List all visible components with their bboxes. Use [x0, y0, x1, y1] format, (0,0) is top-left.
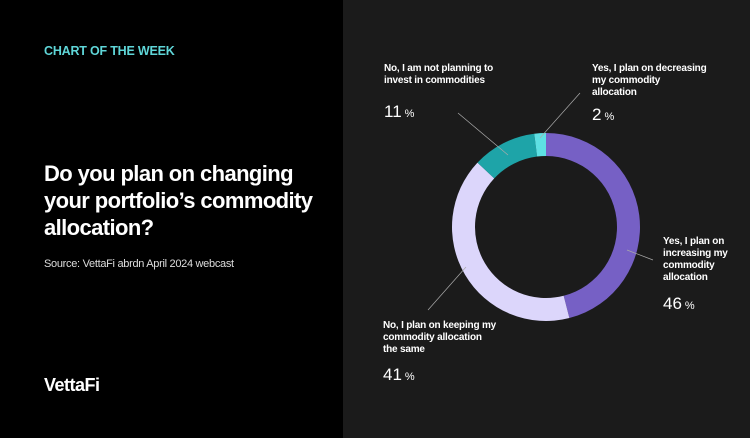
- kicker: CHART OF THE WEEK: [44, 44, 175, 58]
- unit: %: [404, 371, 415, 383]
- donut-slice-1: [452, 162, 570, 321]
- leader-line-2: [539, 92, 581, 139]
- slice-value-increasing: 46%: [663, 294, 695, 314]
- slice-value-decreasing: 2%: [592, 105, 614, 125]
- unit: %: [604, 111, 615, 123]
- page-title: Do you plan on changing your portfolio’s…: [44, 161, 313, 240]
- vettafi-logo: VettaFi: [44, 375, 100, 395]
- slice-label-same: No, I plan on keeping my commodity alloc…: [383, 320, 496, 355]
- leader-line-46: [626, 249, 654, 261]
- unit: %: [404, 108, 415, 120]
- value: 11: [384, 102, 402, 121]
- source-note: Source: VettaFi abrdn April 2024 webcast: [44, 258, 234, 270]
- value: 2: [592, 105, 602, 124]
- value: 46: [663, 294, 682, 313]
- leader-line-41: [427, 266, 467, 311]
- slice-label-not-investing: No, I am not planning to invest in commo…: [384, 63, 494, 86]
- leader-line-11: [457, 112, 509, 156]
- value: 41: [383, 365, 402, 384]
- left-panel: [0, 0, 343, 438]
- donut-chart: [427, 92, 654, 321]
- unit: %: [684, 300, 695, 312]
- donut-slice-0: [546, 133, 640, 319]
- slice-label-increasing: Yes, I plan on increasing my commodity a…: [663, 236, 728, 283]
- slice-value-not-investing: 11%: [384, 102, 414, 122]
- donut-slice-2: [477, 133, 538, 179]
- slice-value-same: 41%: [383, 365, 415, 385]
- slice-label-decreasing: Yes, I plan on decreasing my commodity a…: [592, 63, 707, 98]
- donut-slice-3: [534, 133, 546, 157]
